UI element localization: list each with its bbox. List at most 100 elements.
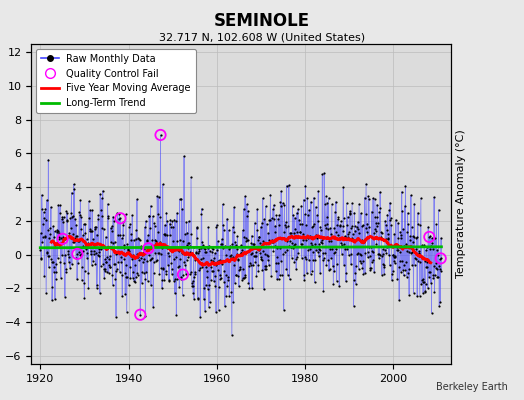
Point bbox=[256, 240, 264, 246]
Point bbox=[298, 241, 306, 247]
Point bbox=[232, 272, 240, 278]
Point bbox=[261, 251, 269, 257]
Point bbox=[152, 238, 161, 244]
Point bbox=[184, 244, 192, 251]
Point bbox=[134, 235, 143, 241]
Point bbox=[300, 272, 308, 278]
Point bbox=[121, 270, 129, 276]
Point bbox=[112, 250, 121, 257]
Point bbox=[57, 275, 65, 281]
Point bbox=[424, 224, 432, 230]
Point bbox=[199, 255, 207, 261]
Point bbox=[300, 211, 309, 218]
Point bbox=[310, 221, 319, 228]
Point bbox=[347, 261, 355, 268]
Point bbox=[406, 233, 414, 240]
Point bbox=[129, 236, 138, 243]
Point bbox=[300, 276, 309, 283]
Point bbox=[237, 250, 246, 256]
Point bbox=[357, 223, 366, 230]
Point bbox=[73, 251, 82, 257]
Point bbox=[399, 272, 408, 279]
Point bbox=[299, 237, 308, 244]
Point bbox=[295, 216, 303, 223]
Point bbox=[91, 261, 100, 267]
Point bbox=[340, 214, 348, 221]
Point bbox=[165, 252, 173, 259]
Point bbox=[430, 289, 439, 296]
Point bbox=[271, 222, 279, 229]
Point bbox=[125, 224, 134, 230]
Point bbox=[358, 236, 366, 243]
Point bbox=[180, 259, 189, 265]
Point bbox=[49, 259, 57, 265]
Point bbox=[88, 207, 96, 214]
Point bbox=[206, 264, 215, 270]
Point bbox=[191, 257, 200, 263]
Point bbox=[111, 261, 119, 267]
Point bbox=[223, 215, 231, 222]
Point bbox=[283, 238, 291, 244]
Point bbox=[372, 220, 380, 226]
Point bbox=[56, 210, 64, 217]
Point bbox=[429, 246, 437, 252]
Point bbox=[388, 271, 396, 278]
Point bbox=[401, 183, 410, 189]
Point bbox=[416, 259, 424, 266]
Point bbox=[252, 253, 260, 260]
Point bbox=[186, 271, 194, 277]
Point bbox=[58, 252, 66, 258]
Point bbox=[370, 269, 378, 275]
Point bbox=[81, 221, 90, 227]
Point bbox=[182, 257, 191, 263]
Point bbox=[160, 276, 168, 283]
Point bbox=[431, 265, 440, 271]
Point bbox=[325, 267, 333, 273]
Point bbox=[93, 231, 101, 238]
Point bbox=[177, 274, 185, 281]
Point bbox=[84, 270, 92, 277]
Point bbox=[364, 254, 372, 261]
Point bbox=[160, 232, 169, 238]
Point bbox=[328, 230, 336, 237]
Point bbox=[148, 242, 157, 248]
Point bbox=[192, 250, 200, 256]
Point bbox=[393, 276, 401, 282]
Point bbox=[281, 222, 289, 228]
Point bbox=[366, 265, 374, 271]
Point bbox=[156, 132, 165, 138]
Point bbox=[429, 275, 438, 282]
Point bbox=[437, 235, 445, 241]
Point bbox=[194, 296, 202, 302]
Point bbox=[213, 222, 221, 228]
Point bbox=[80, 221, 88, 228]
Point bbox=[382, 249, 390, 256]
Point bbox=[67, 190, 75, 196]
Point bbox=[217, 236, 226, 242]
Point bbox=[172, 312, 180, 318]
Point bbox=[105, 261, 113, 268]
Point bbox=[337, 235, 346, 241]
Point bbox=[390, 254, 398, 260]
Point bbox=[281, 224, 290, 230]
Point bbox=[292, 256, 300, 262]
Point bbox=[223, 256, 231, 262]
Point bbox=[374, 220, 382, 226]
Point bbox=[132, 235, 140, 242]
Point bbox=[146, 256, 154, 263]
Point bbox=[149, 304, 157, 310]
Point bbox=[157, 250, 165, 257]
Point bbox=[194, 248, 203, 255]
Point bbox=[310, 194, 318, 201]
Point bbox=[358, 265, 367, 271]
Point bbox=[83, 250, 92, 256]
Point bbox=[151, 239, 160, 246]
Point bbox=[167, 260, 176, 266]
Point bbox=[184, 254, 193, 260]
Point bbox=[436, 256, 444, 262]
Point bbox=[110, 218, 118, 224]
Point bbox=[48, 297, 56, 304]
Point bbox=[373, 213, 381, 220]
Point bbox=[336, 236, 344, 242]
Point bbox=[158, 277, 167, 283]
